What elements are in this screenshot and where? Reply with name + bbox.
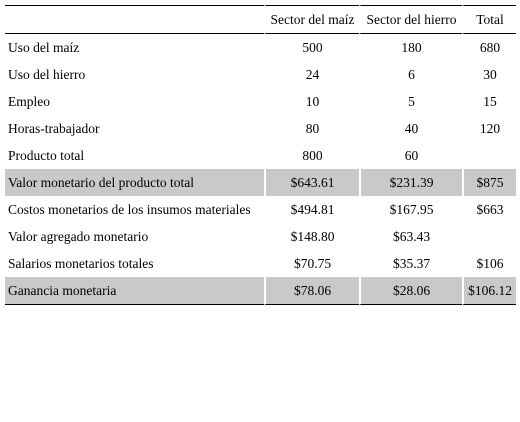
row-value: $167.95: [359, 196, 462, 223]
row-value: 6: [359, 61, 462, 88]
table-row: Ganancia monetaria $78.06 $28.06 $106.12: [5, 277, 516, 305]
row-value: $78.06: [264, 277, 359, 305]
header-total: Total: [462, 5, 516, 34]
row-value: 500: [264, 34, 359, 61]
row-value: $643.61: [264, 169, 359, 196]
row-value: 60: [359, 142, 462, 169]
row-label: Uso del hierro: [8, 66, 86, 82]
table-row: Horas-trabajador 80 40 120: [5, 115, 516, 142]
table-row: Producto total 800 60: [5, 142, 516, 169]
row-value: $106.12: [462, 277, 516, 305]
row-label: Empleo: [8, 93, 50, 109]
row-value: 40: [359, 115, 462, 142]
row-value: 15: [462, 88, 516, 115]
row-label: Valor agregado monetario: [8, 228, 149, 244]
economic-table: Sector del maíz Sector del hierro Total …: [5, 5, 516, 305]
row-value: $231.39: [359, 169, 462, 196]
row-value: 680: [462, 34, 516, 61]
row-value: 30: [462, 61, 516, 88]
data-table-container: Sector del maíz Sector del hierro Total …: [5, 5, 516, 305]
row-value: $875: [462, 169, 516, 196]
row-value: $28.06: [359, 277, 462, 305]
table-row: Valor agregado monetario $148.80 $63.43: [5, 223, 516, 250]
table-row: Salarios monetarios totales $70.75 $35.37 $…: [5, 250, 516, 277]
row-value: 80: [264, 115, 359, 142]
row-value: 120: [462, 115, 516, 142]
row-value: [462, 142, 516, 169]
row-value: $106: [462, 250, 516, 277]
row-value: 180: [359, 34, 462, 61]
table-row: Valor monetario del producto total $643.6…: [5, 169, 516, 196]
row-value: $70.75: [264, 250, 359, 277]
table-row: Empleo 10 5 15: [5, 88, 516, 115]
table-row: Uso del hierro 24 6 30: [5, 61, 516, 88]
table-row: Uso del maíz 500 180 680: [5, 34, 516, 61]
row-label: Ganancia monetaria: [5, 277, 264, 305]
header-row: Sector del maíz Sector del hierro Total: [5, 5, 516, 34]
row-label: Salarios monetarios totales: [8, 255, 154, 271]
row-label: Costos monetarios de los insumos materia…: [8, 201, 251, 217]
table-row: Costos monetarios de los insumos materia…: [5, 196, 516, 223]
row-value: 24: [264, 61, 359, 88]
row-value: $35.37: [359, 250, 462, 277]
row-value: $63.43: [359, 223, 462, 250]
header-iron-sector: Sector del hierro: [359, 5, 462, 34]
row-value: $148.80: [264, 223, 359, 250]
row-value: [462, 223, 516, 250]
row-value: 5: [359, 88, 462, 115]
row-value: $494.81: [264, 196, 359, 223]
row-label: Uso del maíz: [8, 39, 80, 55]
row-value: $663: [462, 196, 516, 223]
row-value: 800: [264, 142, 359, 169]
row-value: 10: [264, 88, 359, 115]
row-label: Producto total: [8, 147, 85, 163]
row-label: Horas-trabajador: [8, 120, 100, 136]
header-corn-sector: Sector del maíz: [264, 5, 359, 34]
row-label: Valor monetario del producto total: [5, 169, 264, 196]
header-blank: [5, 5, 264, 34]
